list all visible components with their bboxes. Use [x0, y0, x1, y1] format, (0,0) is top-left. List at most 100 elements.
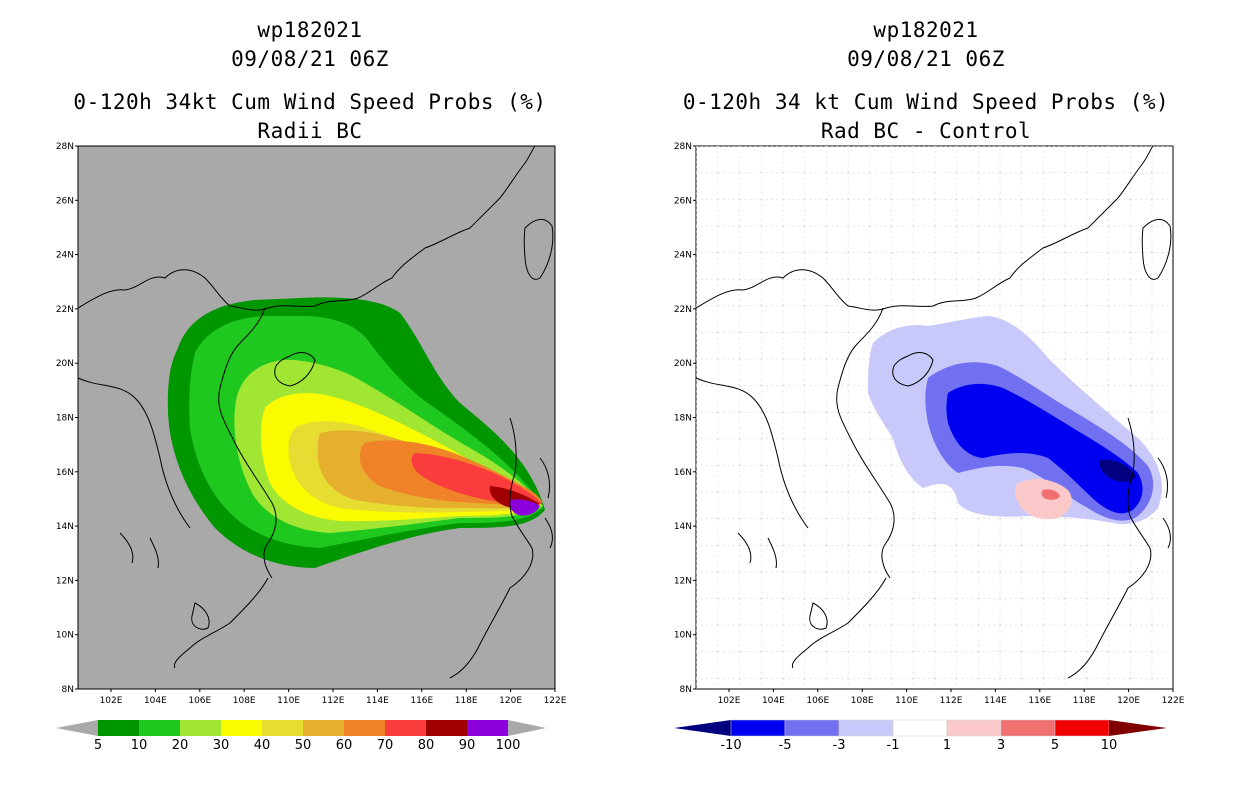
colorbar-label: 70 [376, 738, 394, 753]
colorbar-box [784, 719, 840, 737]
right-title-product: 0-120h 34 kt Cum Wind Speed Probs (%) [682, 90, 1170, 114]
lon-label: 102E [718, 696, 741, 706]
colorbar-box [262, 720, 303, 736]
colorbar-label: 100 [495, 738, 521, 753]
lat-label: 8N [62, 685, 74, 695]
swath-90 [509, 499, 540, 516]
colorbar-box [180, 720, 221, 736]
colorbar-label: -10 [720, 738, 742, 753]
colorbar-high-end [1109, 720, 1167, 736]
lat-label: 14N [56, 522, 74, 532]
lon-label: 104E [762, 696, 785, 706]
lat-label: 22N [56, 305, 74, 315]
lat-label: 16N [56, 468, 74, 478]
right-title-storm: wp182021 [873, 18, 979, 42]
lon-label: 116E [410, 696, 433, 706]
colorbar-label: 1 [942, 738, 952, 753]
colorbar-box [467, 720, 508, 736]
colorbar-label: 60 [335, 738, 353, 753]
diff-neg-5 [946, 383, 1143, 514]
lon-label: 120E [499, 696, 522, 706]
lat-label: 10N [674, 631, 692, 641]
colorbar-label: -1 [886, 738, 900, 753]
colorbar-label: 5 [93, 738, 103, 753]
colorbar-label: 80 [417, 738, 435, 753]
colorbar-label: 30 [212, 738, 230, 753]
lon-label: 108E [851, 696, 874, 706]
lat-label: 20N [674, 359, 692, 369]
left-map: 28N 26N 24N 22N 20N 18N 16N 14N 12N 10N 8N 102E 104E… [56, 142, 567, 706]
lat-label: 20N [56, 359, 74, 369]
lat-label: 26N [674, 196, 692, 206]
diff-neg-10 [1099, 459, 1136, 482]
colorbar-box [221, 720, 262, 736]
colorbar-box [946, 719, 1002, 737]
colorbar-label: 20 [171, 738, 189, 753]
right-title-subtitle: Rad BC - Control [820, 119, 1032, 143]
colorbar-label: 3 [996, 738, 1006, 753]
right-title: wp182021 09/08/21 06Z 0-120h 34 kt Cum W… [676, 16, 1176, 146]
colorbar-box [838, 719, 894, 737]
lon-label: 120E [1117, 696, 1140, 706]
left-title: wp182021 09/08/21 06Z 0-120h 34kt Cum Wi… [60, 16, 560, 146]
lon-label: 102E [100, 696, 123, 706]
lon-label: 106E [188, 696, 211, 706]
lon-label: 118E [1073, 696, 1096, 706]
left-title-storm: wp182021 [257, 18, 363, 42]
left-colorbar [56, 720, 546, 736]
left-title-subtitle: Radii BC [257, 119, 363, 143]
lat-label: 26N [56, 196, 74, 206]
right-map: 28N 26N 24N 22N 20N 18N 16N 14N 12N 10N 8N 102E 104E… [674, 142, 1185, 706]
lon-label: 110E [277, 696, 300, 706]
lon-label: 114E [366, 696, 389, 706]
lat-label: 12N [56, 576, 74, 586]
lat-label: 14N [674, 522, 692, 532]
lon-label: 108E [233, 696, 256, 706]
lat-label: 24N [674, 251, 692, 261]
lon-label: 106E [806, 696, 829, 706]
colorbar-label: 10 [130, 738, 148, 753]
colorbar-box [426, 720, 467, 736]
colorbar-label: -3 [832, 738, 846, 753]
colorbar-box [892, 719, 948, 737]
left-title-date: 09/08/21 06Z [231, 47, 389, 71]
colorbar-box [303, 720, 344, 736]
lon-label: 104E [144, 696, 167, 706]
lat-label: 8N [680, 685, 692, 695]
right-colorbar-labels: -10 -5 -3 -1 1 3 5 10 [618, 738, 1236, 756]
colorbar-box [98, 720, 139, 736]
left-coastlines [77, 145, 554, 679]
right-colorbar [674, 719, 1167, 737]
lon-label: 116E [1028, 696, 1051, 706]
lat-label: 12N [674, 576, 692, 586]
lat-label: 24N [56, 251, 74, 261]
colorbar-low-end [674, 720, 731, 736]
colorbar-box [344, 720, 385, 736]
colorbar-high-end [508, 720, 546, 736]
colorbar-box [1054, 719, 1110, 737]
lat-label: 18N [674, 414, 692, 424]
lon-label: 112E [940, 696, 963, 706]
colorbar-box [385, 720, 426, 736]
right-title-date: 09/08/21 06Z [847, 47, 1005, 71]
colorbar-label: -5 [778, 738, 792, 753]
lon-label: 114E [984, 696, 1007, 706]
colorbar-box [139, 720, 180, 736]
lat-label: 28N [674, 142, 692, 152]
lat-label: 16N [674, 468, 692, 478]
right-coastlines [695, 145, 1172, 679]
right-difference-shading [868, 316, 1162, 525]
left-colorbar-labels: 5 10 20 30 40 50 60 70 80 90 100 [0, 738, 600, 756]
diff-pos-3 [1041, 489, 1060, 500]
lon-label: 110E [895, 696, 918, 706]
lon-label: 118E [455, 696, 478, 706]
lat-label: 10N [56, 631, 74, 641]
lat-label: 22N [674, 305, 692, 315]
left-probability-swaths [167, 297, 546, 568]
left-title-product: 0-120h 34kt Cum Wind Speed Probs (%) [73, 90, 547, 114]
lon-label: 122E [544, 696, 567, 706]
colorbar-label: 10 [1100, 738, 1118, 753]
diff-pos-1 [1014, 478, 1072, 520]
colorbar-low-end [56, 720, 98, 736]
lon-label: 112E [322, 696, 345, 706]
